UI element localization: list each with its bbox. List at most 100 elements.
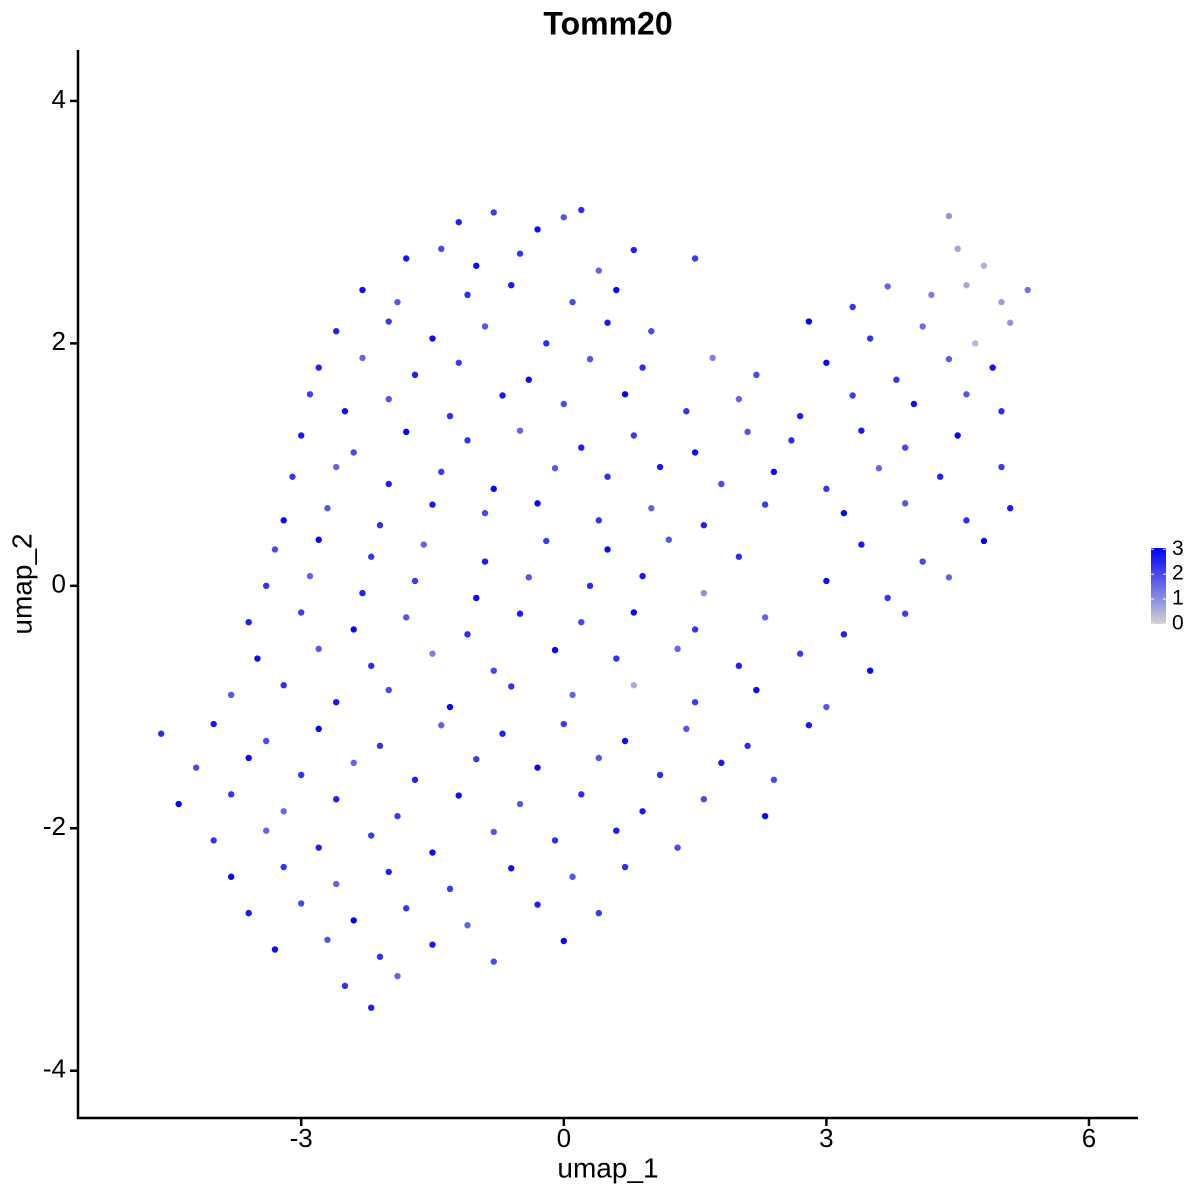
- point: [744, 742, 751, 750]
- point: [245, 754, 252, 762]
- point: [980, 262, 988, 269]
- point: [403, 614, 410, 621]
- point: [543, 537, 550, 545]
- point: [595, 754, 603, 762]
- point: [315, 645, 322, 653]
- point: [306, 391, 314, 398]
- point: [621, 391, 629, 398]
- point: [691, 449, 699, 456]
- colorbar: [1151, 548, 1166, 624]
- point: [192, 764, 200, 771]
- point: [621, 737, 629, 745]
- point: [534, 764, 541, 771]
- point: [560, 720, 567, 728]
- point: [429, 941, 436, 948]
- point: [963, 391, 970, 398]
- point: [464, 291, 471, 299]
- point: [455, 792, 462, 799]
- point: [823, 485, 830, 493]
- point: [315, 364, 322, 371]
- point: [394, 298, 401, 306]
- point: [280, 808, 287, 815]
- point: [271, 946, 279, 953]
- point: [858, 427, 865, 434]
- point: [525, 376, 532, 383]
- x-tick-label: 0: [557, 1123, 571, 1153]
- point: [691, 698, 699, 706]
- point: [700, 589, 708, 597]
- point: [604, 319, 611, 326]
- point: [796, 650, 804, 657]
- point: [578, 206, 585, 214]
- point: [595, 909, 603, 917]
- point: [998, 298, 1005, 306]
- point: [875, 465, 883, 472]
- point: [262, 582, 270, 590]
- point: [884, 283, 891, 290]
- point: [298, 771, 305, 779]
- point: [569, 298, 576, 306]
- point: [656, 463, 664, 471]
- point: [254, 655, 261, 662]
- point: [796, 412, 804, 420]
- point: [411, 577, 419, 585]
- point: [350, 449, 357, 456]
- point: [595, 267, 603, 274]
- colorbar-label: 0: [1172, 612, 1184, 635]
- point: [866, 667, 874, 674]
- point: [980, 537, 988, 545]
- point: [578, 791, 585, 798]
- point: [989, 364, 996, 371]
- point: [490, 209, 497, 216]
- point: [648, 505, 655, 512]
- point: [464, 922, 471, 929]
- point: [429, 849, 436, 856]
- point: [490, 667, 497, 674]
- point: [621, 863, 629, 871]
- point: [516, 800, 524, 808]
- point: [963, 281, 970, 289]
- y-axis-label: umap_2: [6, 533, 37, 634]
- point: [936, 473, 944, 480]
- point: [438, 245, 445, 253]
- point: [569, 691, 576, 699]
- point: [473, 594, 480, 602]
- point: [551, 837, 559, 844]
- point: [718, 480, 725, 488]
- point: [473, 262, 480, 269]
- point: [639, 808, 646, 815]
- point: [175, 800, 182, 808]
- point: [481, 509, 489, 517]
- point: [998, 408, 1005, 415]
- y-tick-label: 4: [52, 84, 66, 114]
- point: [280, 517, 287, 524]
- point: [998, 463, 1005, 471]
- point: [656, 771, 664, 779]
- point: [490, 828, 497, 836]
- point: [289, 473, 296, 480]
- point: [569, 873, 576, 880]
- point: [359, 354, 366, 362]
- point: [840, 631, 848, 638]
- point: [481, 323, 489, 330]
- point: [770, 468, 778, 476]
- point: [578, 444, 585, 451]
- x-tick-label: -3: [290, 1123, 313, 1153]
- point: [901, 444, 909, 451]
- point: [368, 1004, 375, 1011]
- point: [411, 371, 419, 379]
- point: [324, 936, 331, 943]
- point: [560, 937, 567, 945]
- point: [516, 250, 524, 257]
- point: [368, 662, 375, 670]
- point: [823, 577, 830, 585]
- point: [700, 522, 708, 529]
- point: [341, 982, 349, 990]
- point: [639, 364, 646, 371]
- point: [499, 392, 506, 399]
- point: [446, 885, 454, 893]
- point: [788, 437, 795, 444]
- point: [761, 614, 769, 621]
- point: [1024, 286, 1031, 294]
- point: [604, 473, 611, 480]
